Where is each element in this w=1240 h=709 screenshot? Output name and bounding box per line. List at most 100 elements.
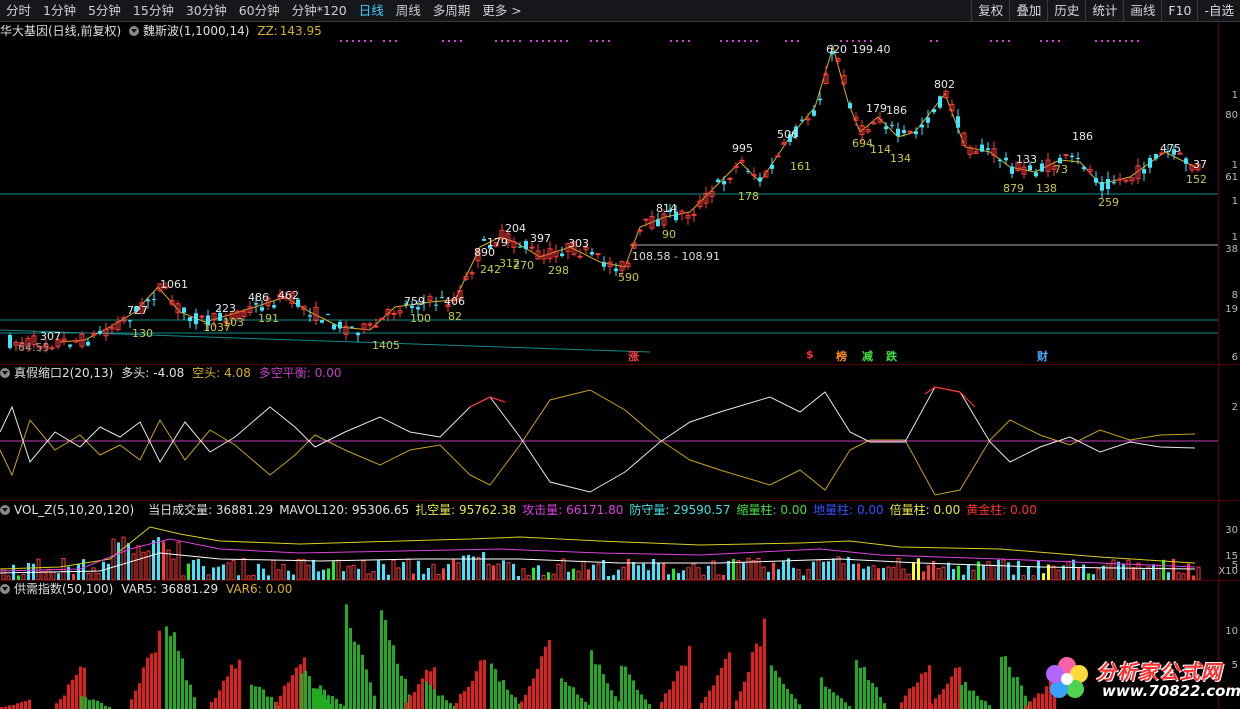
volume-bar [222,564,225,580]
supply-bar [755,643,758,709]
supply-bar [146,657,149,709]
signal-dot [389,40,391,42]
indicator-name[interactable]: 魏斯波(1,1000,14) [143,24,250,38]
volume-bar-up [971,569,976,580]
supply-bar [312,688,315,709]
period-tab-6[interactable]: 分钟*120 [291,3,347,18]
supply-bar [840,698,843,709]
candle-body-down [932,109,936,113]
period-tab-8[interactable]: 周线 [395,3,421,18]
period-tab-5[interactable]: 60分钟 [238,3,280,18]
candle-body-down [668,209,672,212]
supply-bar [429,685,432,709]
candle-body-up [61,338,67,342]
period-tab-3[interactable]: 15分钟 [132,3,174,18]
tool-button-4[interactable]: 画线 [1123,0,1161,22]
volume-bar-up [336,559,341,580]
signal-dot [852,40,854,42]
period-tab-7[interactable]: 日线 [358,3,384,18]
period-tab-0[interactable]: 分时 [6,3,32,18]
supply-bar [1045,686,1048,709]
price-axis-label: 8 [1231,290,1238,301]
signal-dot [990,40,992,42]
supply-menu-icon[interactable] [0,584,10,594]
peak-value-label: 199.40 [852,43,891,56]
signal-dot [1095,40,1097,42]
event-flag: 减 [862,350,873,363]
volume-bar [1172,558,1175,580]
osc-menu-icon[interactable] [0,368,10,378]
volume-bar [792,567,795,580]
candle-body-up [781,142,787,145]
oscillator-chart[interactable] [0,382,1218,500]
signal-dot [797,40,799,42]
tool-button-2[interactable]: 历史 [1047,0,1085,22]
pane-divider-2 [0,500,1240,501]
period-tab-9[interactable]: 多周期 [432,3,471,18]
supply-bar [349,627,352,709]
wave-peak-label: 462 [278,289,299,302]
volume-chart[interactable] [0,519,1218,580]
vol-menu-icon[interactable] [0,505,10,515]
candle-body-up [871,122,877,125]
signal-dot [1131,40,1133,42]
price-chart[interactable] [0,22,1218,364]
candle-body-up [691,213,697,216]
tool-button-3[interactable]: 统计 [1085,0,1123,22]
supply-bar [879,697,882,709]
volume-bar [1012,574,1015,580]
volume-bar [1027,565,1030,580]
signal-dot [495,40,497,42]
candle-body-down [800,119,804,121]
volume-bar [192,560,195,580]
candle-body-down [926,117,930,123]
supply-bar [664,693,667,709]
candle-body-up [607,261,613,267]
candle-body-up [427,295,433,301]
indicator-menu-icon[interactable] [129,26,140,36]
supply-bar [916,682,919,709]
wave-peak-label: 204 [505,222,526,235]
supply-demand-chart[interactable] [0,598,1218,709]
supply-bar [433,689,436,709]
volume-bar-up [836,556,841,580]
vol-stat-3: 攻击量: 66171.80 [522,503,624,517]
wave-peak-label: 397 [530,232,551,245]
volume-bar [637,565,640,580]
candle-body-up [907,130,913,133]
wave-peak-label: 1061 [160,278,188,291]
supply-bar [928,665,931,709]
period-tab-4[interactable]: 30分钟 [185,3,227,18]
wave-trough-label: 134 [890,152,911,165]
volume-bar-up [1021,575,1026,580]
signal-dot [548,40,550,42]
supply-bar [954,667,957,709]
supply-bar [218,690,221,709]
vol-name[interactable]: VOL_Z(5,10,20,120) [14,503,135,517]
tool-button-0[interactable]: 复权 [971,0,1009,22]
volume-bar [822,561,825,580]
volume-bar-up [51,571,56,580]
supply-name[interactable]: 供需指数(50,100) [14,582,114,596]
candle-body-up [949,104,955,112]
period-tab-10[interactable]: 更多 > [482,3,522,18]
volume-bar [567,571,570,580]
tool-button-1[interactable]: 叠加 [1009,0,1047,22]
tool-button-5[interactable]: F10 [1161,0,1197,22]
volume-bar-up [751,560,756,580]
volume-bar [517,575,520,580]
volume-bar [162,541,165,580]
period-tab-1[interactable]: 1分钟 [43,3,76,18]
tool-button-6[interactable]: -自选 [1197,0,1240,22]
candle-body-down [830,51,834,55]
supply-bar [524,694,527,709]
volume-bar-up [366,573,371,580]
volume-bar-up [171,558,176,580]
period-tab-2[interactable]: 5分钟 [87,3,121,18]
volume-bar-up [436,573,441,580]
candle-body-up [31,335,37,346]
volume-bar-up [1136,562,1141,580]
osc-name[interactable]: 真假缩口2(20,13) [14,366,114,380]
supply-bar [92,699,95,709]
supply-bar [972,690,975,709]
